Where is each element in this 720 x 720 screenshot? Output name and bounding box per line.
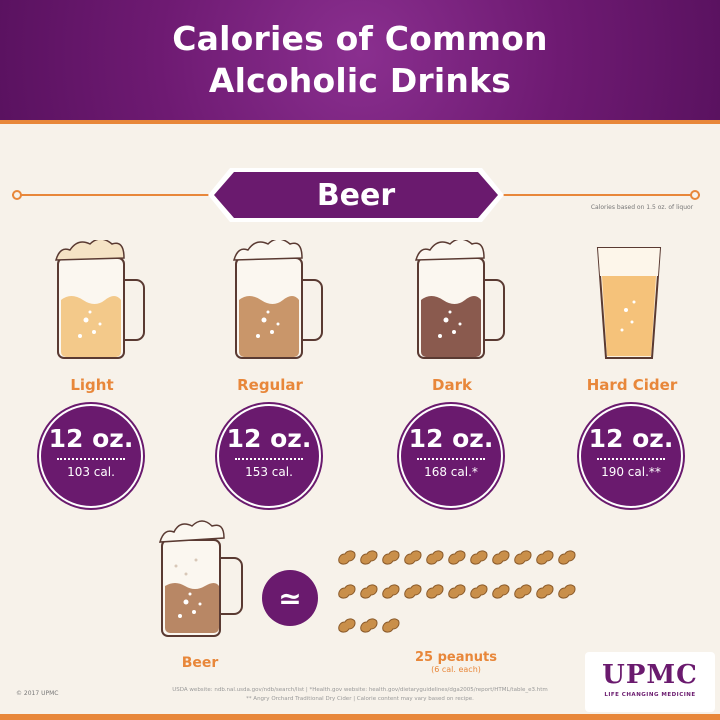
drink-name: Regular [237, 376, 303, 394]
peanut-icon [382, 550, 400, 565]
calorie-value: 103 cal. [67, 465, 115, 479]
serving-circle: 12 oz. 103 cal. [39, 404, 143, 508]
copyright: © 2017 UPMC [16, 690, 59, 697]
circle-divider [57, 458, 125, 460]
peanut-icon [470, 550, 488, 565]
peanut-icon [448, 550, 466, 565]
page-title-line2: Alcoholic Drinks [208, 61, 512, 100]
drink-card: Hard Cider 12 oz. 190 cal.** [552, 240, 712, 508]
source-citation: USDA website: ndb.nal.usda.gov/ndb/searc… [150, 686, 570, 704]
peanut-icon [338, 550, 356, 565]
peanut-icon [558, 584, 576, 599]
peanut-icon [338, 618, 356, 633]
calorie-value: 168 cal.* [424, 465, 478, 479]
drink-name: Hard Cider [586, 376, 678, 394]
peanut-icon [558, 550, 576, 565]
calorie-value: 190 cal.** [601, 465, 661, 479]
peanut-icon [360, 550, 378, 565]
header-banner: Calories of Common Alcoholic Drinks [0, 0, 720, 124]
peanut-icon [382, 618, 400, 633]
beer-mug-icon [30, 238, 150, 374]
peanut-icon [536, 584, 554, 599]
drink-name: Light [70, 376, 114, 394]
serving-size: 12 oz. [588, 424, 674, 453]
peanut-icon [382, 584, 400, 599]
serving-size: 12 oz. [48, 424, 134, 453]
circle-divider [597, 458, 665, 460]
approx-equal-icon: ≃ [262, 570, 318, 626]
drink-card: Regular 12 oz. 153 cal. [190, 238, 350, 508]
peanut-icon [338, 584, 356, 599]
peanut-icon [492, 550, 510, 565]
drink-name: Dark [432, 376, 472, 394]
peanuts-sub-label: (6 cal. each) [431, 665, 481, 674]
drink-card: Light 12 oz. 103 cal. [12, 238, 172, 508]
beer-mug-icon [570, 240, 690, 374]
divider-dot-left [12, 190, 22, 200]
peanut-icon [426, 584, 444, 599]
peanut-icon [536, 550, 554, 565]
peanut-icon [492, 584, 510, 599]
bottom-bar [0, 714, 720, 720]
peanut-icon [404, 584, 422, 599]
calorie-basis-note: Calories based on 1.5 oz. of liquor [590, 204, 694, 211]
source-line-1: USDA website: ndb.nal.usda.gov/ndb/searc… [172, 687, 548, 693]
section-badge: Beer [206, 164, 506, 226]
serving-size: 12 oz. [226, 424, 312, 453]
peanut-icon [448, 584, 466, 599]
calorie-value: 153 cal. [245, 465, 293, 479]
badge-shape [208, 168, 504, 222]
peanut-icon [514, 584, 532, 599]
section-title: Beer [316, 177, 396, 213]
peanut-icon [360, 584, 378, 599]
divider-dot-right [690, 190, 700, 200]
drink-card: Dark 12 oz. 168 cal.* [372, 238, 532, 508]
peanuts-label: 25 peanuts (6 cal. each) [400, 650, 512, 675]
peanut-icon [470, 584, 488, 599]
beer-mug-icon [208, 238, 328, 374]
beer-mug-icon [390, 238, 510, 374]
logo-tagline: LIFE CHANGING MEDICINE [604, 692, 696, 698]
page-title-line1: Calories of Common [172, 19, 548, 58]
circle-divider [235, 458, 303, 460]
upmc-logo: UPMC LIFE CHANGING MEDICINE [585, 652, 715, 712]
serving-circle: 12 oz. 190 cal.** [579, 404, 683, 508]
circle-divider [417, 458, 485, 460]
serving-circle: 12 oz. 153 cal. [217, 404, 321, 508]
beer-mug-icon [156, 516, 246, 650]
peanuts-grid [338, 550, 576, 633]
source-line-2: ** Angry Orchard Traditional Dry Cider |… [246, 696, 474, 702]
peanut-icon [360, 618, 378, 633]
serving-size: 12 oz. [408, 424, 494, 453]
logo-name: UPMC [602, 660, 698, 690]
peanut-icon [404, 550, 422, 565]
peanut-icon [426, 550, 444, 565]
peanut-icon [514, 550, 532, 565]
serving-circle: 12 oz. 168 cal.* [399, 404, 503, 508]
peanuts-count-label: 25 peanuts [415, 650, 497, 665]
beer-label: Beer [181, 655, 219, 671]
